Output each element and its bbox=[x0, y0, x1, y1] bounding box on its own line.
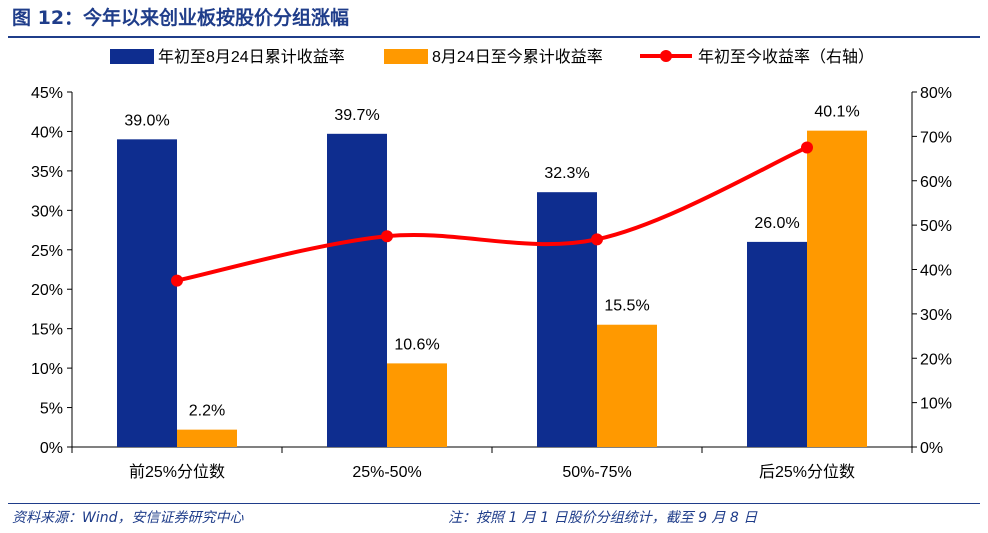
legend-swatch-bar-1 bbox=[110, 49, 154, 64]
line-point bbox=[591, 233, 603, 246]
y-left-tick-label: 15% bbox=[31, 322, 63, 339]
bar-ytd-aug24 bbox=[747, 241, 807, 447]
y-left-tick-label: 35% bbox=[31, 164, 63, 181]
y-right-tick-label: 70% bbox=[920, 129, 952, 146]
x-tick-label: 50%-75% bbox=[562, 464, 631, 481]
y-right-tick-label: 50% bbox=[920, 218, 952, 235]
y-left-tick-label: 10% bbox=[31, 361, 63, 378]
chart-title: 图 12：今年以来创业板按股价分组涨幅 bbox=[12, 7, 350, 29]
bar-aug24-now bbox=[177, 429, 237, 447]
legend-label-bar-2: 8月24日至今累计收益率 bbox=[432, 48, 603, 66]
y-right-tick-label: 10% bbox=[920, 396, 952, 413]
x-tick-label: 25%-50% bbox=[352, 464, 421, 481]
y-right-tick-label: 30% bbox=[920, 307, 952, 324]
legend-swatch-bar-2 bbox=[384, 49, 428, 64]
title-divider bbox=[8, 36, 980, 38]
y-left-tick-label: 0% bbox=[40, 440, 63, 457]
y-right-tick-label: 80% bbox=[920, 85, 952, 102]
y-right-tick-label: 60% bbox=[920, 174, 952, 191]
footnote: 注：按照 1 月 1 日股价分组统计，截至 9 月 8 日 bbox=[448, 510, 758, 526]
bar-data-label: 40.1% bbox=[814, 104, 859, 121]
y-left-tick-label: 20% bbox=[31, 282, 63, 299]
y-right-tick-label: 20% bbox=[920, 351, 952, 368]
bar-data-label: 2.2% bbox=[189, 403, 225, 420]
bar-ytd-aug24 bbox=[537, 192, 597, 447]
bar-ytd-aug24 bbox=[327, 133, 387, 448]
line-point bbox=[381, 230, 393, 243]
bar-data-label: 26.0% bbox=[754, 215, 799, 232]
x-tick-label: 前25%分位数 bbox=[129, 463, 225, 481]
bar-aug24-now bbox=[597, 324, 657, 447]
legend-marker-line bbox=[660, 50, 672, 62]
y-left-tick-label: 40% bbox=[31, 124, 63, 141]
bar-aug24-now bbox=[807, 130, 867, 447]
bar-ytd-aug24 bbox=[117, 139, 177, 448]
x-tick-label: 后25%分位数 bbox=[759, 463, 855, 481]
bar-data-label: 15.5% bbox=[604, 298, 649, 315]
y-left-tick-label: 45% bbox=[31, 85, 63, 102]
bar-data-label: 32.3% bbox=[544, 165, 589, 182]
line-point bbox=[801, 141, 813, 154]
y-left-tick-label: 5% bbox=[40, 401, 63, 418]
line-ytd-return bbox=[176, 145, 808, 283]
source-note: 资料来源：Wind，安信证券研究中心 bbox=[12, 510, 244, 526]
legend-label-bar-1: 年初至8月24日累计收益率 bbox=[158, 48, 345, 66]
y-left-tick-label: 30% bbox=[31, 203, 63, 220]
y-left-tick-label: 25% bbox=[31, 243, 63, 260]
bar-aug24-now bbox=[387, 363, 447, 447]
bar-data-label: 39.0% bbox=[124, 112, 169, 129]
y-right-tick-label: 40% bbox=[920, 263, 952, 280]
line-point bbox=[171, 274, 183, 287]
bar-data-label: 39.7% bbox=[334, 107, 379, 124]
y-right-tick-label: 0% bbox=[920, 440, 943, 457]
bar-data-label: 10.6% bbox=[394, 336, 439, 353]
footer-divider bbox=[8, 503, 980, 504]
legend-label-line: 年初至今收益率（右轴） bbox=[698, 48, 874, 66]
